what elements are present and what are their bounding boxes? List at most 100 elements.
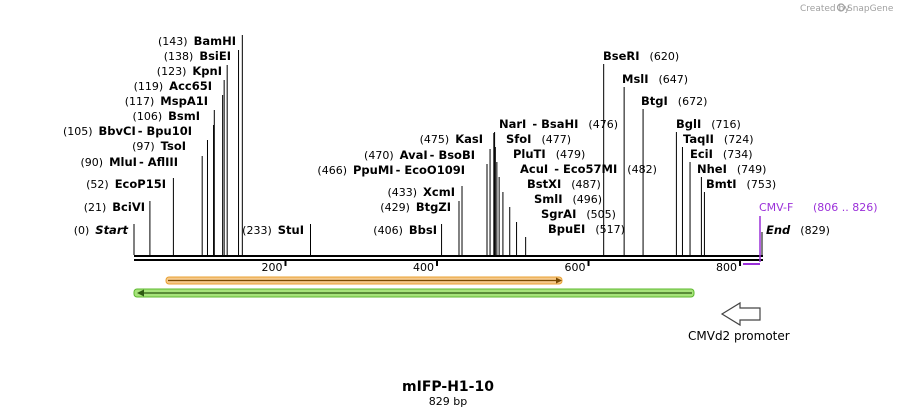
cut-site-smli[interactable]: SmlI (496) xyxy=(534,192,602,206)
site-position: (517) xyxy=(595,223,625,236)
site-name: BciVI xyxy=(112,200,145,214)
cut-site-btgzi[interactable]: BtgZI (429) xyxy=(380,200,451,214)
scale-tick-label-600: 600 xyxy=(565,261,586,274)
site-name: AcuI xyxy=(520,162,548,176)
site-name: NheI xyxy=(697,162,727,176)
site-name: PluTI xyxy=(513,147,546,161)
cut-site-bseri[interactable]: BseRI (620) xyxy=(603,49,679,63)
site-name: BamHI xyxy=(194,34,236,48)
site-name: BsmI xyxy=(168,109,200,123)
cut-site-nhei[interactable]: NheI (749) xyxy=(697,162,766,176)
site-position: (647) xyxy=(659,73,689,86)
site-name: EcoP15I xyxy=(115,177,166,191)
site-name: XcmI xyxy=(423,185,455,199)
site-name: NarI xyxy=(499,117,526,131)
cut-site-start[interactable]: Start (0) xyxy=(74,223,129,237)
cut-site-pluti[interactable]: PluTI (479) xyxy=(513,147,585,161)
cut-site-bcivi[interactable]: BciVI (21) xyxy=(84,200,145,214)
cut-site-bmti[interactable]: BmtI (753) xyxy=(706,177,776,191)
site-name: SgrAI xyxy=(541,207,576,221)
primer-cmv-f[interactable]: CMV-F (806 .. 826) xyxy=(743,201,878,265)
site-dash: - xyxy=(554,162,559,176)
cut-site-nari[interactable]: NarI - BsaHI (476) xyxy=(499,117,618,131)
site-name-2: EcoO109I xyxy=(404,163,465,177)
cut-site-msli[interactable]: MslI (647) xyxy=(622,72,688,86)
cut-site-xcmi[interactable]: XcmI (433) xyxy=(387,185,455,199)
site-position: (97) xyxy=(132,140,155,153)
site-name: BbsI xyxy=(409,223,437,237)
site-position: (406) xyxy=(373,224,403,237)
site-position: (21) xyxy=(84,201,107,214)
site-name: EciI xyxy=(690,147,713,161)
site-position: (620) xyxy=(650,50,680,63)
site-name-2: BsoBI xyxy=(438,148,475,162)
site-name: MspA1I xyxy=(160,94,208,108)
cmvd2-promoter[interactable]: CMVd2 promoter xyxy=(688,301,790,343)
scale-tick-label-200: 200 xyxy=(262,261,283,274)
site-position: (143) xyxy=(158,35,188,48)
site-name: BsiEI xyxy=(199,49,231,63)
cut-site-kpni[interactable]: KpnI (123) xyxy=(157,64,222,78)
cut-site-bpuei[interactable]: BpuEI (517) xyxy=(548,222,625,236)
cut-site-end[interactable]: End (829) xyxy=(766,223,830,237)
site-dash: - xyxy=(139,155,144,169)
cut-site-kasi[interactable]: KasI (475) xyxy=(420,132,483,146)
cut-site-sfoi[interactable]: SfoI (477) xyxy=(506,132,571,146)
site-name: TsoI xyxy=(161,139,186,153)
cut-site-bstxi[interactable]: BstXI (487) xyxy=(527,177,601,191)
cut-site-stui[interactable]: StuI (233) xyxy=(242,223,304,237)
site-name: KasI xyxy=(455,132,483,146)
cut-site-bsmi[interactable]: BsmI (106) xyxy=(133,109,200,123)
cut-site-bsiei[interactable]: BsiEI (138) xyxy=(164,49,231,63)
site-dash: - xyxy=(430,148,435,162)
cut-site-tsoi[interactable]: TsoI (97) xyxy=(132,139,186,153)
site-name: SfoI xyxy=(506,132,531,146)
site-position: (505) xyxy=(586,208,616,221)
cut-site-bbvci[interactable]: Bpu10I-BbvCI (105) xyxy=(63,124,192,138)
cut-site-bgli[interactable]: BglI (716) xyxy=(676,117,741,131)
cut-site-avai[interactable]: BsoBI-AvaI (470) xyxy=(364,148,475,162)
promoter-arrow-icon xyxy=(720,301,761,327)
site-position: (672) xyxy=(678,95,708,108)
site-position: (233) xyxy=(242,224,272,237)
site-name: BtgZI xyxy=(416,200,451,214)
orange-feature-arrow[interactable] xyxy=(165,276,563,285)
cut-site-acui[interactable]: AcuI - Eco57MI (482) xyxy=(520,162,657,176)
site-name: BbvCI xyxy=(99,124,136,138)
site-name-2: AflIII xyxy=(148,155,178,169)
site-name-2: BsaHI xyxy=(541,117,578,131)
site-position: (475) xyxy=(420,133,450,146)
cut-site-btgi[interactable]: BtgI (672) xyxy=(641,94,707,108)
cut-site-sgrai[interactable]: SgrAI (505) xyxy=(541,207,616,221)
site-position: (119) xyxy=(134,80,164,93)
green-feature-arrow[interactable] xyxy=(133,288,695,298)
site-position: (138) xyxy=(164,50,194,63)
cut-site-leader-lines xyxy=(133,35,763,255)
cut-site-bbsi[interactable]: BbsI (406) xyxy=(373,223,437,237)
site-name-2: Bpu10I xyxy=(147,124,192,138)
site-position: (470) xyxy=(364,149,394,162)
site-position: (496) xyxy=(573,193,603,206)
cut-site-mlui[interactable]: AflIII-MluI (90) xyxy=(81,155,179,169)
credit-prefix: Created by xyxy=(800,4,850,14)
cut-site-bamhi[interactable]: BamHI (143) xyxy=(158,34,236,48)
scale-ticks: 200 400 600 800 xyxy=(262,261,742,274)
cut-site-acc65i[interactable]: Acc65I (119) xyxy=(134,79,212,93)
cut-site-taqii[interactable]: TaqII (724) xyxy=(683,132,754,146)
primer-range: (806 .. 826) xyxy=(813,201,878,214)
site-name: TaqII xyxy=(683,132,714,146)
cut-site-ppumi[interactable]: EcoO109I-PpuMI (466) xyxy=(317,163,465,177)
site-position: (90) xyxy=(81,156,104,169)
cut-site-mspa1i[interactable]: MspA1I (117) xyxy=(125,94,208,108)
cut-site-ecii[interactable]: EciI (734) xyxy=(690,147,753,161)
cut-site-ecop15i[interactable]: EcoP15I (52) xyxy=(86,177,166,191)
site-position: (433) xyxy=(387,186,417,199)
site-name-2: Eco57MI xyxy=(563,162,617,176)
site-name: MluI xyxy=(109,155,137,169)
site-name: End xyxy=(766,223,791,237)
site-position: (429) xyxy=(380,201,410,214)
site-position: (479) xyxy=(556,148,586,161)
scale-tick-label-400: 400 xyxy=(413,261,434,274)
site-dash: - xyxy=(396,163,401,177)
